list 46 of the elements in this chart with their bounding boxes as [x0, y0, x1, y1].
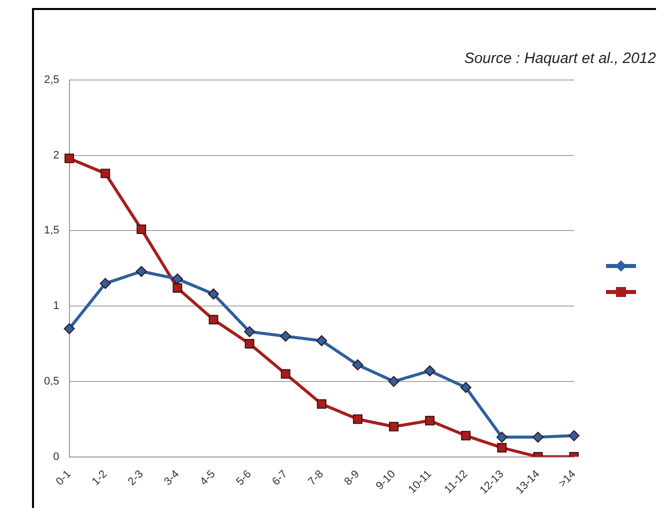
point	[208, 288, 219, 300]
x-tick-label: 5-6	[234, 468, 254, 488]
point	[244, 326, 256, 338]
x-tick-label: 0-1	[54, 468, 74, 488]
point	[280, 330, 292, 342]
point	[497, 442, 507, 452]
x-tick-label: 2-3	[126, 468, 146, 488]
point	[244, 339, 254, 348]
point	[136, 224, 146, 234]
point	[64, 323, 75, 334]
point	[532, 432, 544, 443]
point	[100, 168, 110, 178]
x-tick-label: 1-2	[90, 468, 110, 488]
point	[352, 359, 364, 370]
x-tick-label: 7-8	[306, 468, 326, 488]
point	[424, 365, 436, 376]
y-tick-label: 1	[53, 300, 60, 312]
y-tick-label: 2	[53, 149, 60, 162]
x-tick-label: 8-9	[342, 468, 362, 488]
source-note: Source : Haquart et al., 2012	[464, 50, 656, 67]
point	[460, 382, 472, 393]
point	[172, 283, 182, 293]
x-tick-label: 3-4	[162, 468, 182, 488]
point	[425, 416, 435, 426]
y-tick-label: 2,5	[44, 74, 60, 86]
x-tick-label: >14	[556, 468, 578, 490]
x-tick-label: 9-10	[374, 468, 398, 492]
point	[389, 422, 398, 432]
point	[100, 278, 111, 289]
point	[461, 430, 471, 440]
point	[280, 369, 290, 379]
x-tick-label: 6-7	[270, 468, 290, 488]
y-tick-label: 0	[53, 450, 60, 463]
point	[352, 414, 362, 424]
point	[316, 335, 328, 346]
point	[496, 432, 508, 443]
point	[568, 430, 580, 442]
point	[64, 154, 74, 164]
y-tick-label: 1,5	[44, 224, 60, 237]
point	[136, 266, 147, 277]
point	[388, 376, 400, 387]
x-tick-label: 4-5	[198, 468, 218, 488]
point	[172, 273, 183, 284]
point	[208, 314, 218, 324]
point	[316, 399, 326, 409]
y-tick-label: 0,5	[44, 375, 60, 388]
